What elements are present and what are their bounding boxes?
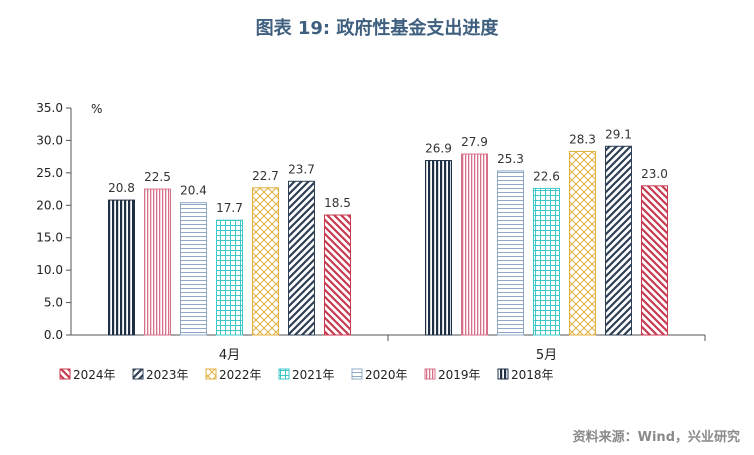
bar-2020年-4月	[180, 202, 207, 336]
data-label: 29.1	[605, 127, 632, 141]
legend-label: 2019年	[438, 368, 481, 382]
data-label: 25.3	[497, 152, 524, 166]
legend-label: 2021年	[292, 368, 335, 382]
chart-title: 图表 19: 政府性基金支出进度	[255, 18, 499, 39]
legend-label: 2024年	[73, 368, 116, 382]
data-label: 20.8	[108, 181, 135, 195]
bar-2023年-4月	[288, 180, 315, 336]
legend-label: 2023年	[146, 368, 189, 382]
data-label: 22.5	[144, 170, 171, 184]
y-tick-label: 20.0	[36, 198, 63, 212]
y-tick-label: 5.0	[44, 296, 63, 310]
source-note: 资料来源：Wind，兴业研究	[572, 430, 740, 445]
axes: 0.0 5.0 10.0 15.0 20.0 25.0 30.0 35.0 % 4月 5月	[36, 101, 706, 363]
legend-swatch	[424, 368, 436, 380]
legend-swatch	[205, 368, 217, 380]
y-tick-label: 15.0	[36, 231, 63, 245]
bars	[108, 145, 668, 336]
legend-swatch	[351, 368, 363, 380]
legend-swatch	[278, 368, 290, 380]
data-label: 23.7	[288, 162, 315, 176]
x-category-label: 4月	[219, 348, 240, 363]
x-category-label: 5月	[536, 348, 557, 363]
bar-2018年-5月	[425, 160, 452, 336]
legend-swatch	[497, 368, 509, 380]
bar-2022年-5月	[569, 150, 596, 336]
y-tick-label: 10.0	[36, 263, 63, 277]
y-tick-label: 30.0	[36, 133, 63, 147]
data-label: 22.6	[533, 169, 560, 183]
legend-swatch	[59, 368, 71, 380]
y-tick-label: 0.0	[44, 328, 63, 342]
data-label: 22.7	[252, 169, 279, 183]
y-tick-label: 25.0	[36, 166, 63, 180]
bar-2021年-5月	[533, 187, 560, 336]
bar-2018年-4月	[108, 199, 135, 336]
bar-2024年-5月	[641, 185, 668, 336]
data-label: 17.7	[216, 201, 243, 215]
legend-swatch	[132, 368, 144, 380]
legend-label: 2020年	[365, 368, 408, 382]
legend-label: 2018年	[511, 368, 554, 382]
data-labels: 20.8 22.5 20.4 17.7 22.7 23.7 18.5 26.9 27.9 25.3…	[108, 127, 668, 215]
data-label: 28.3	[569, 132, 596, 146]
data-label: 23.0	[641, 167, 668, 181]
bar-2019年-4月	[144, 188, 171, 336]
legend-label: 2022年	[219, 368, 262, 382]
bar-2021年-4月	[216, 219, 243, 336]
data-label: 18.5	[324, 196, 351, 210]
data-label: 20.4	[180, 184, 207, 198]
bar-2022年-4月	[252, 187, 279, 336]
bar-2020年-5月	[497, 170, 524, 336]
bar-2019年-5月	[461, 153, 488, 336]
data-label: 27.9	[461, 135, 488, 149]
y-tick-label: 35.0	[36, 101, 63, 115]
y-unit-label: %	[91, 102, 102, 116]
legend: 2024年 2023年 2022年 2021年 2020年 2019年 2018年	[59, 368, 554, 382]
bar-2023年-5月	[605, 145, 632, 336]
data-label: 26.9	[425, 142, 452, 156]
bar-2024年-4月	[324, 214, 351, 336]
